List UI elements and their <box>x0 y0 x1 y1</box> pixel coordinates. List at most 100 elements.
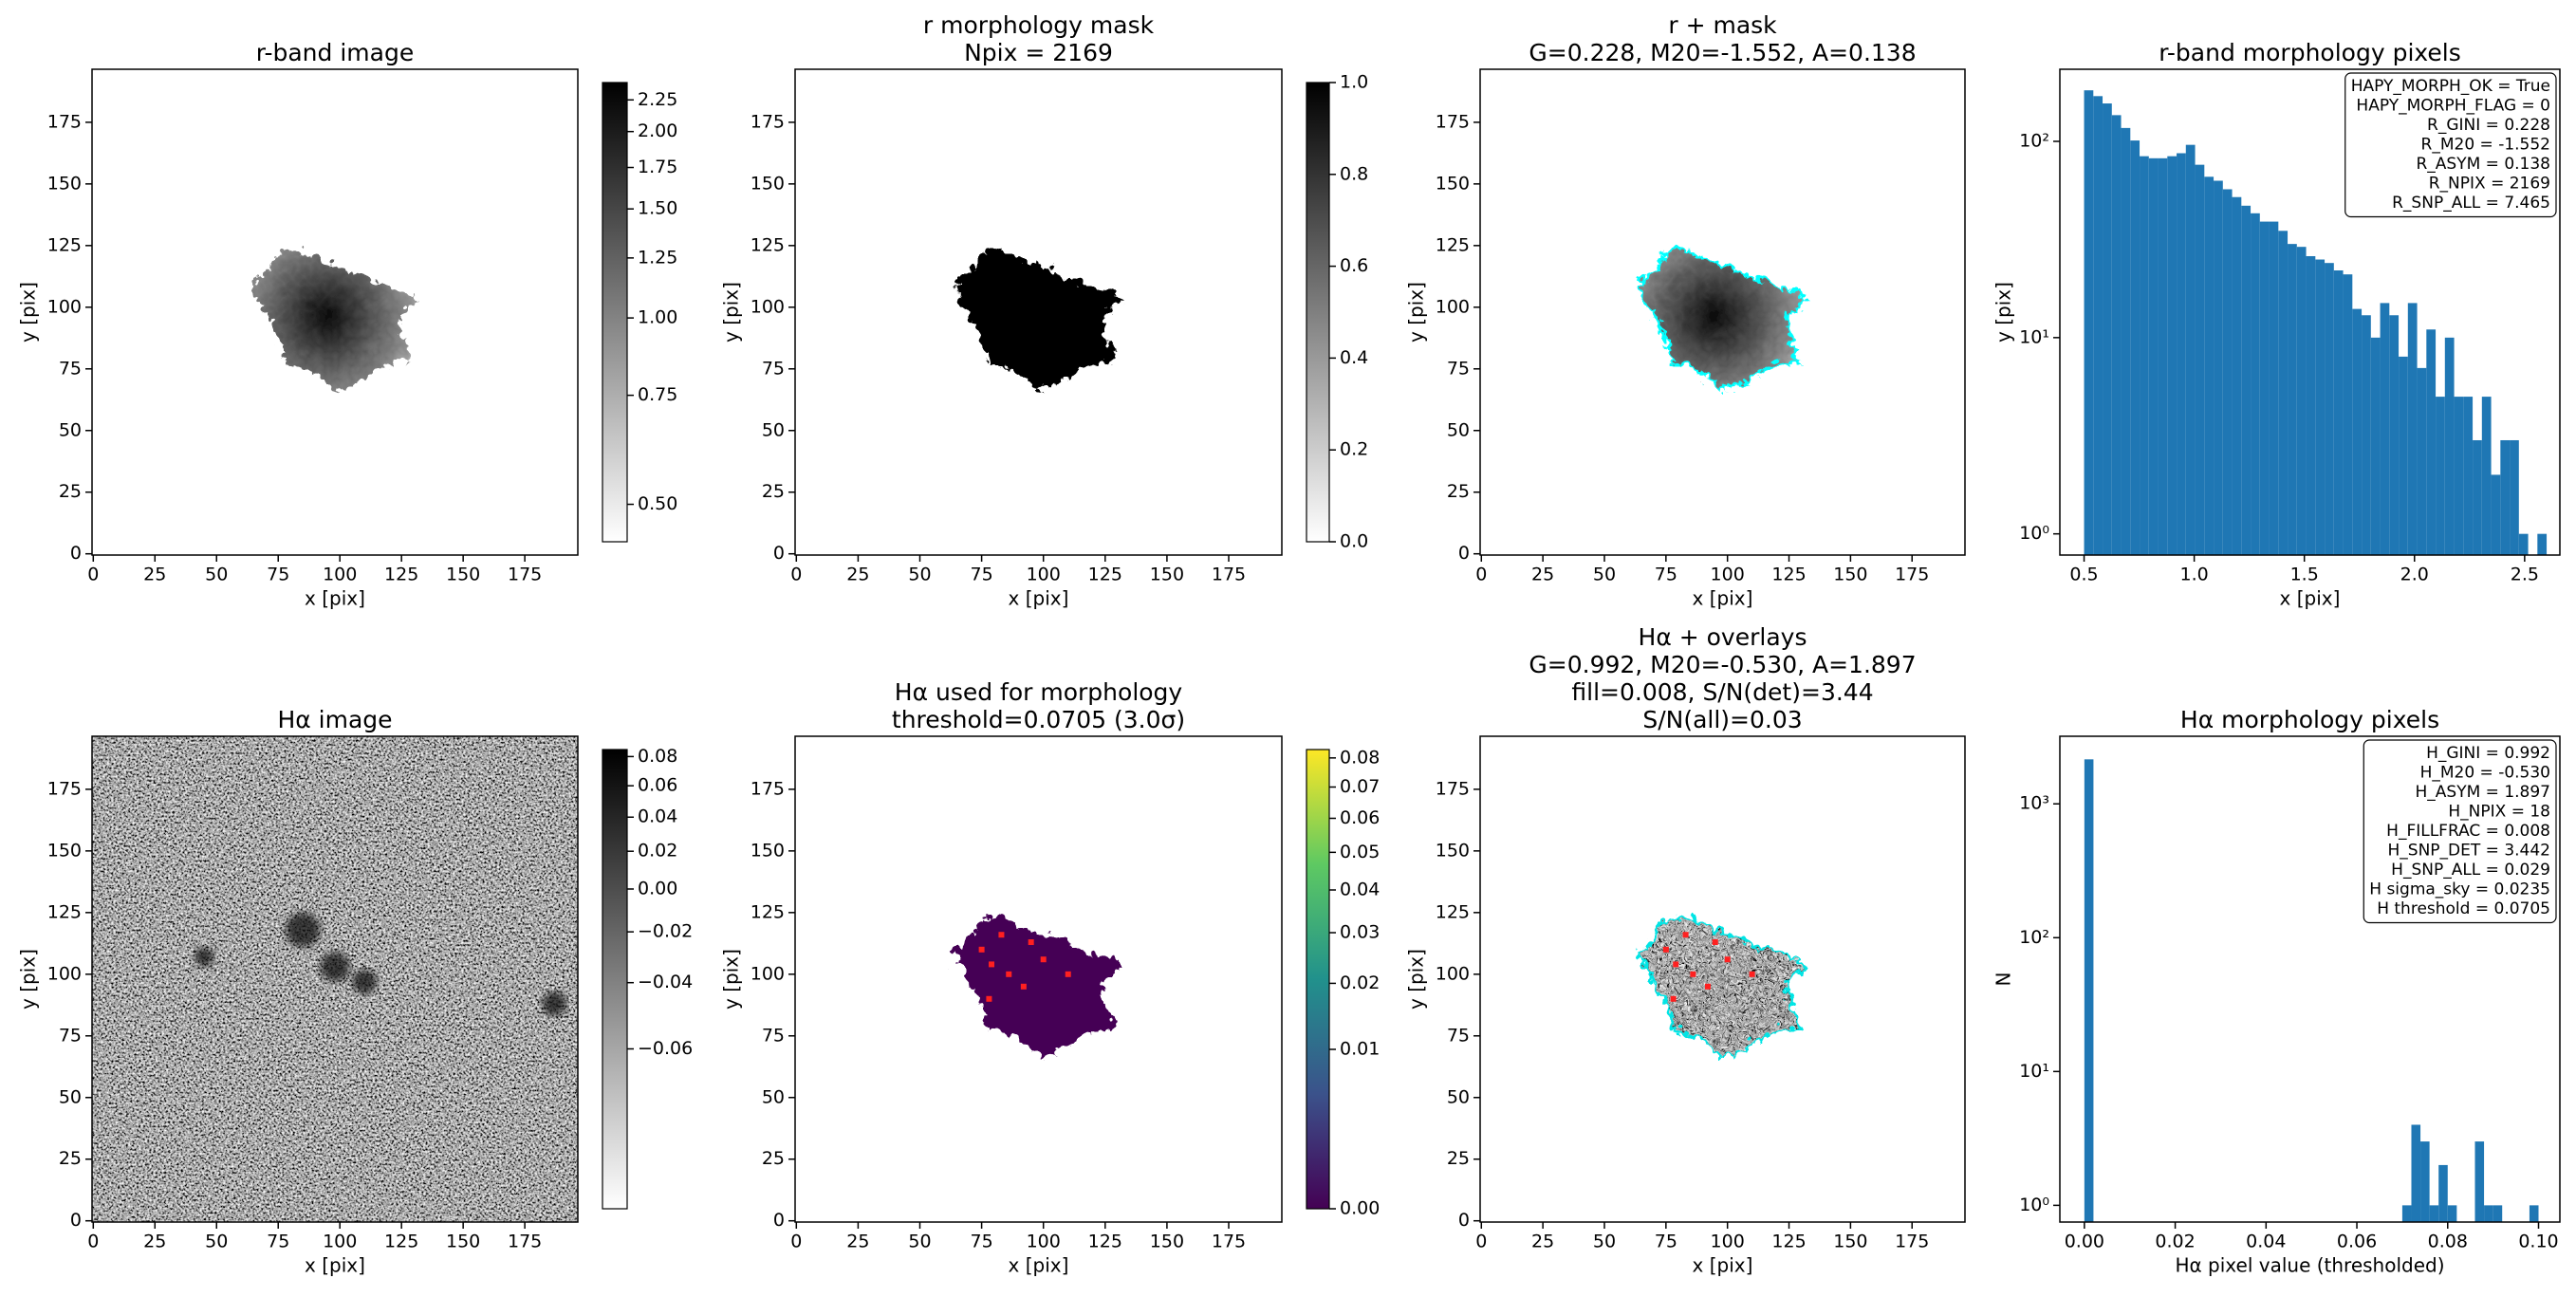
x-tick-label: 2.0 <box>2400 565 2429 585</box>
x-tick-label: 1.5 <box>2290 565 2319 585</box>
y-tick-label: 75 <box>762 1025 785 1046</box>
y-tick-label: 100 <box>751 963 785 984</box>
colorbar <box>602 82 628 543</box>
x-axis-label: x [pix] <box>305 587 365 610</box>
x-tick-label: 100 <box>323 1232 357 1252</box>
y-tick-label: 125 <box>47 901 82 922</box>
masked-pixels <box>1634 912 1802 1053</box>
hist-bar <box>2343 274 2353 555</box>
panel-title: Hα morphology pixels <box>2180 706 2439 733</box>
galaxy-pixels <box>246 245 415 386</box>
x-tick-label: 0 <box>790 565 802 585</box>
axes-frame <box>794 68 1283 556</box>
hist-bar <box>2315 259 2326 555</box>
hist-bar <box>2288 244 2297 555</box>
x-tick-label: 175 <box>1895 1232 1929 1252</box>
axes-frame <box>2059 735 2561 1223</box>
annotation-line: R_NPIX = 2169 <box>2429 175 2550 194</box>
plot-area <box>2084 759 2539 1222</box>
panel-title: fill=0.008, S/N(det)=3.44 <box>1571 678 1873 706</box>
hist-bar <box>2500 439 2511 555</box>
hist-bar <box>2352 308 2363 555</box>
detected-pixel <box>1724 956 1731 963</box>
galaxy <box>246 245 415 386</box>
axes-frame <box>91 735 579 1223</box>
x-tick-label: 100 <box>1027 1232 1061 1252</box>
detected-pixel <box>1673 961 1679 968</box>
galaxy <box>1632 911 1804 1055</box>
image <box>246 245 415 386</box>
hist-bar <box>2529 1205 2539 1222</box>
axes-frame <box>794 735 1283 1223</box>
detected-pixel <box>1028 939 1034 946</box>
x-tick-label: 0.04 <box>2246 1232 2286 1252</box>
hist-bar <box>2510 439 2519 555</box>
hist-bar <box>2269 221 2279 555</box>
colorbar <box>1306 749 1330 1210</box>
y-tick-label: 100 <box>1436 963 1470 984</box>
colorbar-tick-label: 0.4 <box>1340 347 1368 368</box>
colorbar-tick-label: −0.02 <box>638 921 693 942</box>
x-axis-label: x [pix] <box>305 1254 365 1277</box>
panel: r-band image 0 25 50 75 100 125 150 175 0 25 50 75 10… <box>17 39 678 610</box>
detected-pixel <box>989 961 995 968</box>
dark-spot <box>286 912 321 948</box>
hist-bar <box>2148 157 2159 555</box>
x-tick-label: 0 <box>1475 1232 1487 1252</box>
y-tick-label: 50 <box>59 1086 82 1107</box>
hist-bar <box>2438 1164 2448 1222</box>
x-tick-label: 125 <box>1771 565 1806 585</box>
colorbar-tick-label: 0.00 <box>1340 1198 1380 1219</box>
y-tick-label: 175 <box>1436 111 1470 132</box>
hist-bar <box>2463 397 2474 555</box>
annotation-line: H_SNP_DET = 3.442 <box>2388 842 2550 861</box>
hist-bar <box>2444 337 2455 555</box>
x-tick-label: 0.06 <box>2337 1232 2377 1252</box>
y-tick-label: 150 <box>751 173 785 194</box>
y-tick-label: 0 <box>773 543 785 564</box>
x-tick-label: 25 <box>846 1232 869 1252</box>
colorbar-tick-label: 1.00 <box>638 307 677 328</box>
detected-pixel <box>1670 995 1677 1002</box>
hist-bar <box>2111 115 2122 555</box>
colorbar-tick-label: 0.07 <box>1340 776 1380 797</box>
hist-bar <box>2130 140 2140 555</box>
colorbar-tick-label: 1.25 <box>638 247 677 268</box>
annotation-line: R_GINI = 0.228 <box>2427 116 2550 135</box>
colorbar-tick-label: 0.06 <box>1340 807 1380 828</box>
hist-bar <box>2417 367 2427 555</box>
hist-bar <box>2251 213 2260 555</box>
colorbar-tick-label: 0.05 <box>1340 842 1380 862</box>
y-tick-label: 125 <box>1436 234 1470 255</box>
detected-pixel <box>1749 971 1755 977</box>
mask-outline <box>1632 244 1804 388</box>
y-tick-label: 50 <box>762 419 785 440</box>
hist-bar <box>2093 96 2103 555</box>
mask-outline <box>1632 911 1804 1055</box>
y-tick-label: 175 <box>47 778 82 799</box>
x-tick-label: 50 <box>908 565 931 585</box>
annotation-line: R_ASYM = 0.138 <box>2416 155 2550 174</box>
hist-bar <box>2214 180 2223 555</box>
x-tick-label: 0 <box>87 565 99 585</box>
plot-area <box>1632 911 1804 1055</box>
x-tick-label: 175 <box>508 565 542 585</box>
hist-bar <box>2401 1205 2412 1222</box>
x-tick-label: 0 <box>790 1232 802 1252</box>
detected-pixel <box>1712 939 1718 946</box>
hist-bar <box>2204 176 2215 555</box>
hist-bar <box>2241 205 2252 555</box>
hist-bar <box>2158 157 2168 555</box>
detected-pixel <box>978 946 985 953</box>
y-tick-label: 25 <box>762 1148 785 1169</box>
dark-spot <box>352 969 378 994</box>
annotation-line: H_SNP_ALL = 0.029 <box>2391 861 2550 880</box>
detected-pixel <box>1020 983 1027 990</box>
image <box>92 736 578 1222</box>
annotation-line: R_M20 = -1.552 <box>2421 136 2550 155</box>
y-tick-label: 100 <box>1436 296 1470 317</box>
plot-area <box>1632 244 1804 388</box>
x-tick-label: 50 <box>908 1232 931 1252</box>
